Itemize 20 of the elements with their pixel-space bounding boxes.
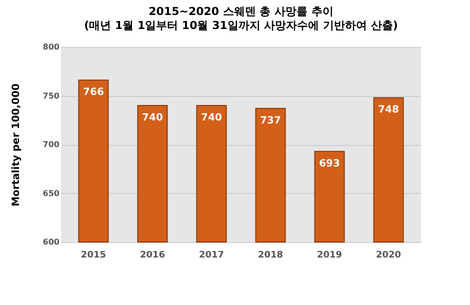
data-label: 740 [142, 112, 163, 124]
y-tick-label: 800 [42, 42, 60, 52]
x-tick-label: 2017 [198, 250, 224, 260]
x-tick-label: 2015 [80, 250, 106, 260]
data-label: 766 [83, 87, 104, 98]
x-tick-label: 2016 [140, 250, 166, 260]
x-tick-label: 2019 [316, 250, 342, 260]
x-tick-label: 2018 [258, 250, 284, 260]
y-tick-label: 750 [42, 91, 60, 100]
data-label: 740 [201, 112, 222, 124]
y-tick-label: 700 [42, 140, 60, 149]
data-label: 693 [319, 158, 340, 170]
y-tick-label: 650 [42, 188, 60, 198]
data-label: 748 [378, 104, 400, 116]
chart-subtitle: (매년 1월 1일부터 10월 31일까지 사망자수에 기반하여 산출) [84, 19, 398, 32]
data-label: 737 [260, 115, 281, 126]
x-tick-label: 2020 [376, 250, 402, 260]
y-axis-title: Mortality per 100,000 [10, 84, 22, 206]
chart-title: 2015~2020 스웨덴 총 사망률 추이 [148, 5, 334, 18]
y-tick-label: 600 [42, 238, 60, 246]
